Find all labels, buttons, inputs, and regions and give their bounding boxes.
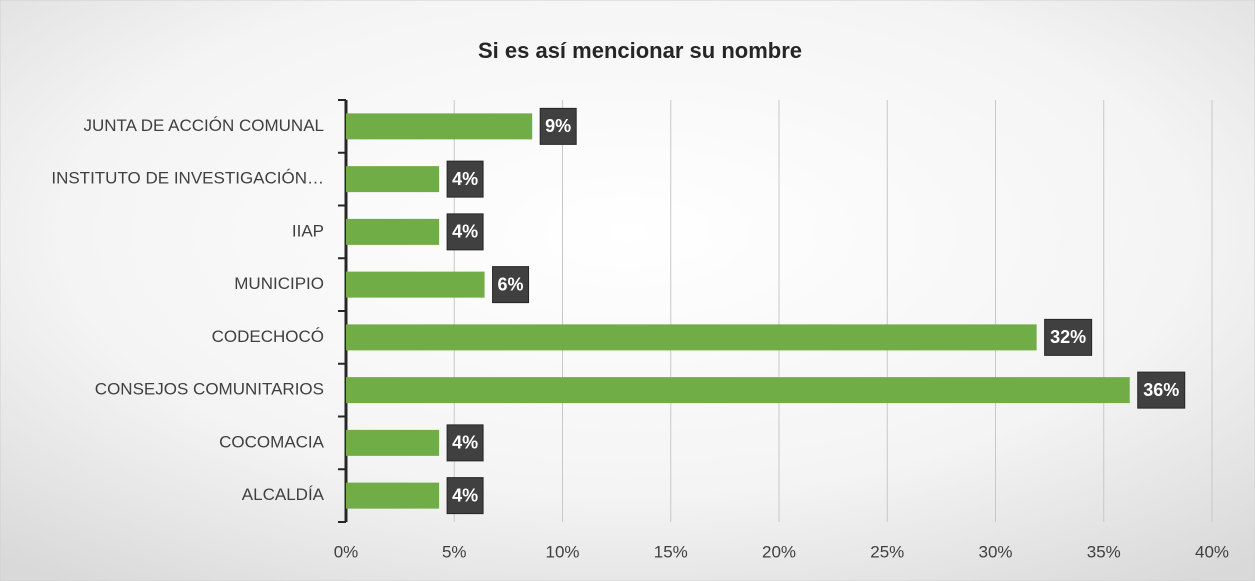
y-tick-label: COCOMACIA xyxy=(219,432,325,451)
bar xyxy=(346,218,440,245)
data-label: 32% xyxy=(1050,327,1086,347)
data-label-box xyxy=(539,107,577,145)
y-tick-label: JUNTA DE ACCIÓN COMUNAL xyxy=(83,116,324,135)
data-label: 9% xyxy=(545,116,571,136)
bar xyxy=(346,166,440,193)
chart-title: Si es así mencionar su nombre xyxy=(478,38,802,63)
data-label: 4% xyxy=(452,485,478,505)
x-tick-label: 0% xyxy=(334,542,359,561)
bar xyxy=(346,324,1037,351)
x-tick-label: 20% xyxy=(762,542,796,561)
bar xyxy=(346,482,440,509)
y-tick-label: MUNICIPIO xyxy=(234,274,324,293)
data-label: 4% xyxy=(452,169,478,189)
bar xyxy=(346,429,440,456)
data-label-box xyxy=(1137,371,1186,409)
bar xyxy=(346,377,1130,404)
y-tick-label: CONSEJOS COMUNITARIOS xyxy=(95,380,324,399)
data-label: 6% xyxy=(498,274,524,294)
y-tick-label: CODECHOCÓ xyxy=(212,327,324,346)
data-label-box xyxy=(492,266,530,304)
y-tick-label: ALCALDÍA xyxy=(242,485,325,504)
x-tick-label: 40% xyxy=(1195,542,1229,561)
x-tick-label: 10% xyxy=(545,542,579,561)
data-label: 36% xyxy=(1143,380,1179,400)
x-tick-label: 15% xyxy=(654,542,688,561)
data-label-box xyxy=(446,477,484,515)
x-tick-label: 35% xyxy=(1087,542,1121,561)
bar xyxy=(346,271,485,298)
data-label-box xyxy=(446,160,484,198)
data-label-box xyxy=(1044,318,1093,356)
data-label-box xyxy=(446,424,484,462)
x-tick-label: 30% xyxy=(978,542,1012,561)
x-tick-label: 5% xyxy=(442,542,467,561)
bar xyxy=(346,113,533,140)
y-tick-label: INSTITUTO DE INVESTIGACIÓN… xyxy=(51,169,324,188)
x-tick-label: 25% xyxy=(870,542,904,561)
data-label-box xyxy=(446,213,484,251)
data-label: 4% xyxy=(452,222,478,242)
y-tick-label: IIAP xyxy=(292,221,324,240)
data-label: 4% xyxy=(452,433,478,453)
